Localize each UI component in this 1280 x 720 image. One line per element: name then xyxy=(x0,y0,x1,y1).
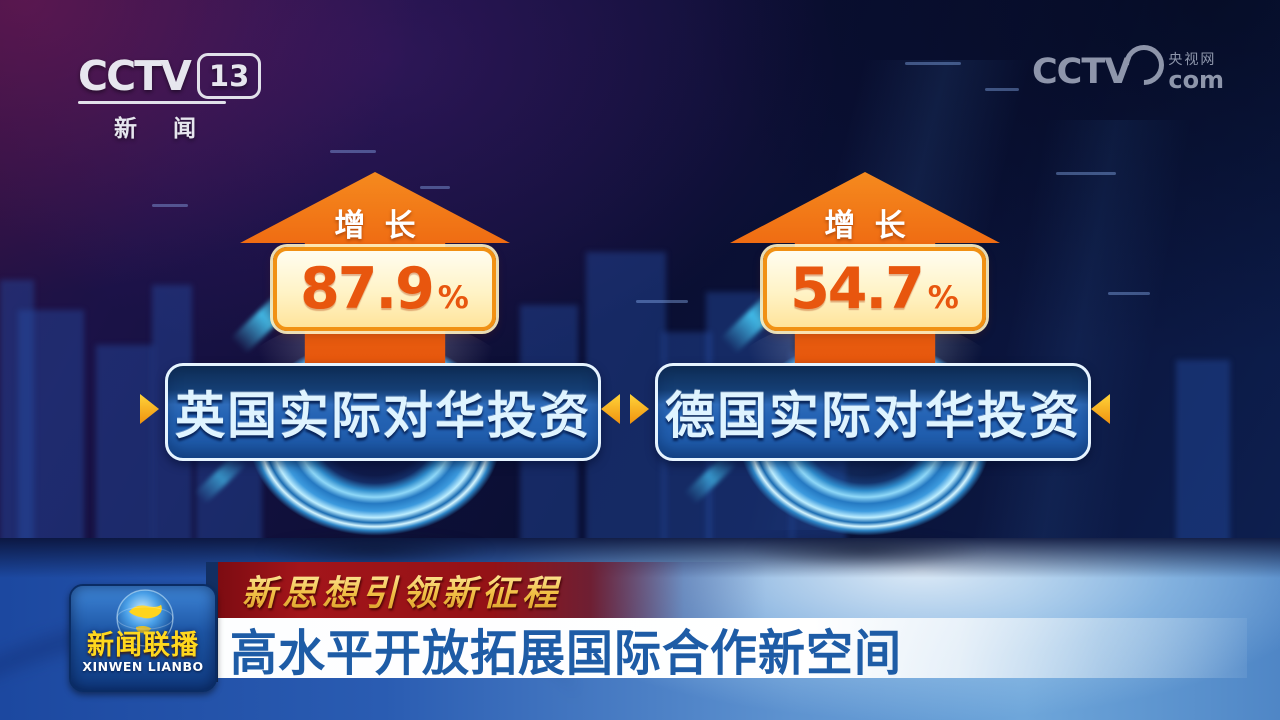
channel-subtitle: 新闻 xyxy=(114,116,232,142)
light-dash xyxy=(330,150,376,153)
stat-card-germany: 增长 54.7 % 德国实际对华投资 xyxy=(625,140,1115,610)
category-label: 英国实际对华投资 xyxy=(175,387,591,445)
category-box: 德国实际对华投资 xyxy=(655,363,1091,461)
cctv-com-watermark: CCTV 央视网 com xyxy=(1032,36,1225,94)
growth-label: 增长 xyxy=(824,208,925,244)
logo-underline xyxy=(78,101,226,104)
badge-title-en: XINWEN LIANBO xyxy=(82,659,204,674)
growth-value-box: 54.7 % xyxy=(763,247,986,331)
channel-logo: CCTV 13 新闻 xyxy=(78,52,262,143)
pointer-left-icon xyxy=(601,394,620,424)
skyline-building xyxy=(96,345,154,560)
tagline-text: 新思想引领新征程 xyxy=(242,565,562,616)
growth-unit: % xyxy=(927,280,959,316)
globe-icon xyxy=(116,589,174,647)
growth-value: 54.7 xyxy=(790,256,925,322)
stat-card-uk: 增长 87.9 % 英国实际对华投资 xyxy=(135,140,625,610)
light-dash xyxy=(985,88,1019,91)
category-box: 英国实际对华投资 xyxy=(165,363,601,461)
skyline-building xyxy=(1176,360,1230,560)
channel-number-badge: 13 xyxy=(196,53,262,99)
growth-value: 87.9 xyxy=(300,256,435,322)
light-dash xyxy=(420,186,450,189)
watermark-site-suffix: com xyxy=(1168,65,1225,94)
badge-title-cn: 新闻联播 xyxy=(87,630,199,661)
light-dash xyxy=(636,300,688,303)
light-dash xyxy=(1056,172,1116,175)
growth-unit: % xyxy=(437,280,469,316)
light-dash xyxy=(905,62,961,65)
skyline-building xyxy=(0,280,34,560)
growth-value-box: 87.9 % xyxy=(273,247,496,331)
headline-ribbon: 高水平开放拓展国际合作新空间 xyxy=(218,618,1247,682)
tagline-ribbon: 新思想引领新征程 xyxy=(218,562,766,618)
program-badge: 新闻联播 XINWEN LIANBO xyxy=(69,584,217,692)
light-dash xyxy=(152,204,188,207)
channel-brand: CCTV xyxy=(78,52,192,100)
growth-label: 增长 xyxy=(334,208,435,244)
light-dash xyxy=(1108,292,1150,295)
category-label: 德国实际对华投资 xyxy=(665,387,1081,445)
headline-text: 高水平开放拓展国际合作新空间 xyxy=(230,624,902,682)
pointer-left-icon xyxy=(1091,394,1110,424)
watermark-site-cn: 央视网 xyxy=(1168,51,1217,68)
watermark-brand: CCTV xyxy=(1032,52,1131,92)
pointer-right-icon xyxy=(140,394,159,424)
pointer-right-icon xyxy=(630,394,649,424)
skyline-building xyxy=(18,310,84,560)
